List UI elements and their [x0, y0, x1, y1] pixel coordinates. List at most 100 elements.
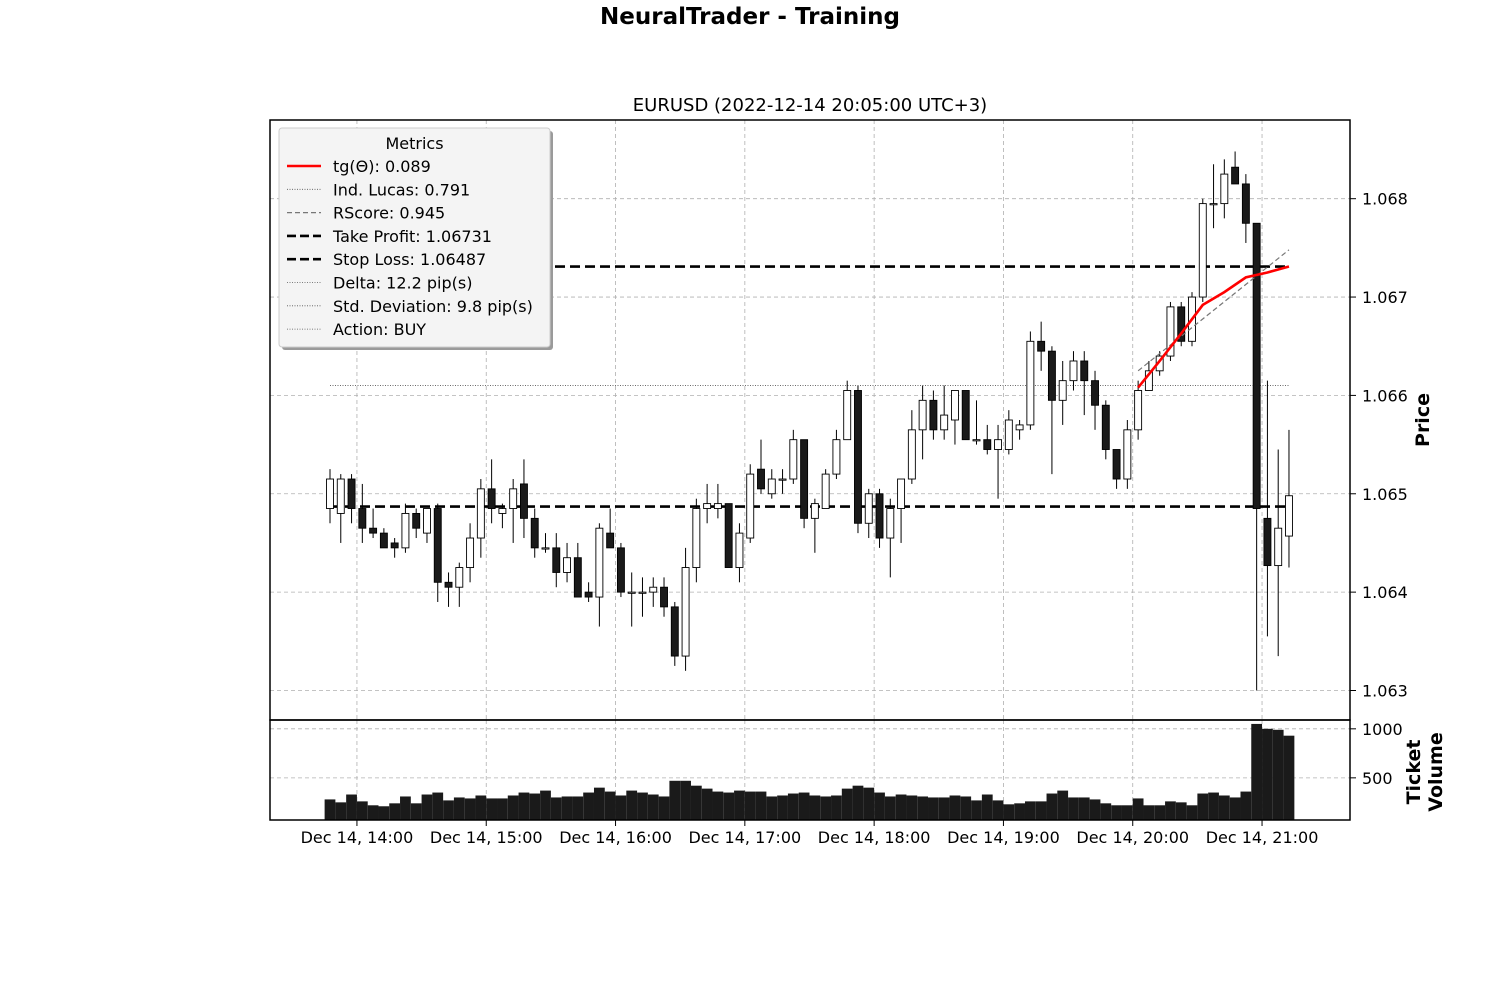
price-axis-label: Price: [1412, 393, 1434, 447]
volume-bar: [324, 799, 336, 820]
volume-bar: [1175, 802, 1187, 820]
price-ticks: 1.063 1.064 1.065 1.066 1.067 1.068: [1350, 190, 1408, 700]
candle-bear: [347, 478, 356, 509]
volume-bar: [1229, 797, 1241, 820]
volume-bar: [1068, 797, 1079, 820]
candle-bear: [1252, 222, 1261, 509]
volume-bar: [863, 787, 875, 820]
candle-bull: [703, 503, 712, 509]
volume-bar: [421, 794, 433, 820]
candle-bull: [692, 508, 701, 568]
volume-bar: [690, 785, 702, 820]
legend-entry-label: tg(Θ): 0.089: [333, 157, 431, 176]
candle-bull: [1274, 527, 1283, 567]
volume-bar: [615, 795, 627, 820]
volume-axis-label-line: Volume: [1425, 732, 1447, 811]
volume-bar: [928, 797, 939, 820]
price-grid: [270, 120, 1350, 720]
candle-bear: [660, 586, 668, 608]
candle-bull: [810, 503, 819, 519]
volume-bar: [1240, 791, 1252, 820]
volume-bar: [874, 792, 885, 820]
candle-bear: [520, 483, 528, 519]
volume-bars: [324, 723, 1295, 820]
volume-bar: [1078, 797, 1090, 820]
x-tick-label: Dec 14, 14:00: [301, 828, 414, 847]
candle-bull: [541, 547, 550, 550]
volume-bar: [960, 796, 972, 820]
volume-bar: [1035, 801, 1047, 820]
price-tick-label: 1.068: [1362, 190, 1408, 209]
candle-bull: [649, 586, 658, 593]
candle-bear: [444, 581, 453, 588]
volume-bar: [529, 793, 541, 820]
volume-bar: [1121, 805, 1133, 820]
volume-bar: [917, 796, 929, 820]
figure-title: NeuralTrader - Training: [600, 4, 900, 30]
candle-bull: [627, 591, 636, 594]
volume-bar: [1283, 735, 1295, 820]
candle-bear: [358, 508, 367, 529]
candle-bear: [1080, 360, 1089, 382]
volume-bar: [1208, 792, 1219, 820]
candle-bull: [832, 439, 841, 475]
candle-bull: [713, 503, 722, 509]
candle-bull: [907, 429, 916, 480]
volume-bar: [852, 785, 864, 820]
candle-bull: [1015, 424, 1024, 431]
volume-bar: [820, 796, 832, 820]
volume-bar: [497, 798, 508, 820]
candle-bear: [670, 606, 679, 657]
rscore-line: [1137, 249, 1290, 372]
candle-bull: [864, 493, 873, 524]
candle-bull: [821, 473, 830, 509]
volume-bar: [637, 792, 648, 820]
candle-bear: [379, 532, 388, 549]
volume-bar: [734, 790, 745, 820]
volume-bar: [971, 800, 982, 820]
volume-panel-frame: [269, 719, 1351, 821]
candle-bull: [1285, 495, 1293, 537]
candles: [326, 151, 1293, 691]
x-tick-label: Dec 14, 15:00: [430, 828, 543, 847]
candle-bull: [1058, 380, 1067, 401]
volume-bar: [949, 795, 961, 820]
volume-bar: [356, 801, 368, 820]
volume-axis-label-line: Ticket: [1403, 740, 1425, 805]
legend: Metrics tg(Θ): 0.089 Ind. Lucas: 0.791 RSco…: [278, 127, 553, 350]
volume-bar: [938, 797, 950, 820]
volume-bar: [1165, 801, 1176, 820]
price-tick-label: 1.064: [1362, 583, 1408, 602]
volume-bar: [561, 796, 573, 820]
volume-bar: [701, 788, 713, 820]
x-tick-label: Dec 14, 16:00: [559, 828, 672, 847]
volume-bar: [1143, 805, 1155, 820]
volume-bar: [389, 803, 401, 820]
volume-bar: [1186, 805, 1198, 820]
legend-entry-label: Ind. Lucas: 0.791: [333, 180, 470, 199]
candle-bull: [735, 532, 744, 568]
candle-bull: [336, 478, 345, 514]
legend-entry-label: Delta: 12.2 pip(s): [333, 274, 472, 293]
candle-bear: [1241, 183, 1250, 224]
volume-bar: [1262, 728, 1273, 820]
candle-bear: [530, 517, 539, 549]
candle-bear: [1263, 517, 1272, 567]
volume-bar: [884, 796, 896, 820]
candle-bull: [767, 478, 776, 495]
volume-bar: [1057, 790, 1069, 820]
volume-bar: [669, 780, 681, 820]
candle-bull: [595, 527, 604, 598]
candle-bear: [800, 439, 809, 519]
candle-bull: [509, 488, 518, 509]
candle-bull: [1144, 370, 1153, 391]
volume-bar: [1100, 803, 1112, 820]
candle-bear: [1101, 404, 1110, 450]
volume-bar: [443, 800, 454, 820]
price-tick-label: 1.065: [1362, 485, 1408, 504]
legend-entry-label: Take Profit: 1.06731: [332, 227, 492, 246]
candle-bear: [961, 390, 970, 441]
volume-grid: [270, 720, 1350, 820]
candle-bear: [983, 439, 992, 450]
